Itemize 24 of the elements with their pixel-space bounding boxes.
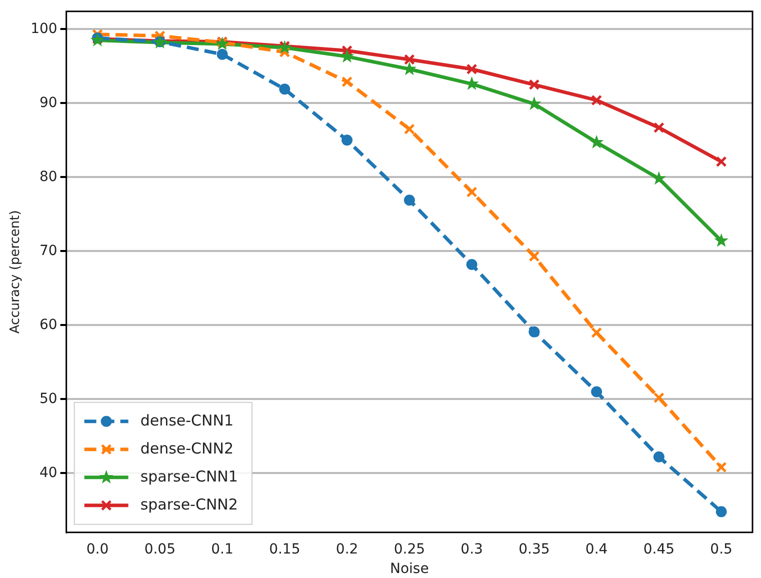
x-axis-title: Noise bbox=[390, 561, 429, 578]
x-tick-label: 0.15 bbox=[269, 541, 300, 558]
x-tick-label: 0.1 bbox=[211, 541, 234, 558]
x-tick-label: 0.25 bbox=[394, 541, 425, 558]
y-tick-label: 70 bbox=[39, 242, 58, 259]
x-tick-label: 0.05 bbox=[144, 541, 176, 558]
y-tick-label: 50 bbox=[39, 390, 58, 407]
legend-label: dense-CNN1 bbox=[140, 411, 234, 430]
y-tick-label: 90 bbox=[39, 94, 58, 111]
x-tick-label: 0.45 bbox=[643, 541, 675, 558]
x-tick-label: 0.4 bbox=[585, 541, 608, 558]
y-axis-title: Accuracy (percent) bbox=[8, 210, 24, 334]
legend-label: dense-CNN2 bbox=[140, 439, 234, 458]
y-tick-label: 80 bbox=[39, 168, 58, 185]
x-tick-label: 0.35 bbox=[518, 541, 550, 558]
x-tick-label: 0.2 bbox=[336, 541, 358, 558]
legend-label: sparse-CNN1 bbox=[140, 467, 238, 486]
y-tick-label: 60 bbox=[39, 316, 58, 333]
x-tick-label: 0.5 bbox=[710, 541, 732, 558]
x-tick-label: 0.0 bbox=[86, 541, 109, 558]
y-tick-label: 40 bbox=[39, 464, 58, 481]
legend-label: sparse-CNN2 bbox=[140, 495, 238, 514]
y-tick-label: 100 bbox=[30, 20, 58, 37]
x-tick-label: 0.3 bbox=[460, 541, 483, 558]
